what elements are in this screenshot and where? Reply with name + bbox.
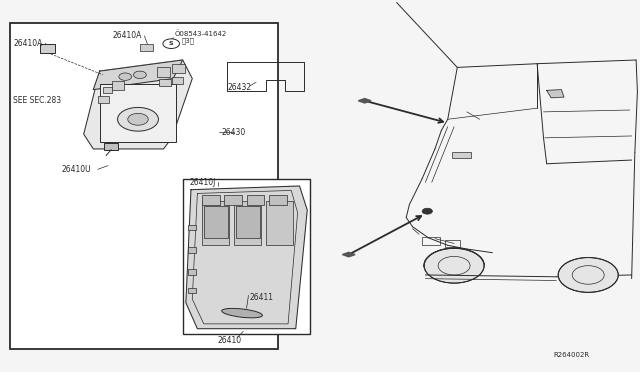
- Bar: [234, 201, 260, 245]
- Polygon shape: [358, 99, 371, 103]
- Polygon shape: [547, 90, 564, 98]
- Bar: [113, 81, 124, 90]
- Bar: [188, 247, 196, 253]
- Bar: [266, 201, 292, 245]
- Text: 26410U: 26410U: [61, 165, 91, 174]
- Circle shape: [422, 208, 433, 214]
- Ellipse shape: [221, 308, 262, 318]
- Text: 26410: 26410: [218, 336, 242, 345]
- Text: R264002R: R264002R: [553, 352, 589, 357]
- Bar: [182, 179, 310, 334]
- Bar: [103, 87, 112, 93]
- Bar: [452, 152, 470, 158]
- Bar: [140, 44, 153, 51]
- Bar: [202, 201, 228, 245]
- Bar: [104, 143, 118, 150]
- Bar: [40, 44, 55, 52]
- Bar: [422, 237, 440, 245]
- Text: 26410A: 26410A: [13, 39, 43, 48]
- Bar: [224, 195, 242, 205]
- Text: 26432: 26432: [227, 83, 252, 92]
- Bar: [159, 78, 171, 86]
- Bar: [100, 84, 176, 141]
- Text: Õ08543-41642: Õ08543-41642: [174, 30, 227, 37]
- Bar: [202, 195, 220, 205]
- Circle shape: [134, 71, 147, 78]
- Text: S: S: [169, 41, 173, 46]
- Bar: [188, 225, 196, 231]
- Circle shape: [424, 248, 484, 283]
- Circle shape: [163, 39, 179, 48]
- Bar: [99, 96, 109, 103]
- Text: 26410J: 26410J: [189, 178, 216, 187]
- Circle shape: [118, 108, 159, 131]
- Text: 〈3〉: 〈3〉: [181, 37, 195, 44]
- Bar: [188, 269, 196, 275]
- Bar: [269, 195, 287, 205]
- Polygon shape: [342, 252, 355, 257]
- Bar: [236, 206, 260, 238]
- Bar: [188, 288, 196, 294]
- Bar: [445, 240, 461, 247]
- Text: 26411: 26411: [250, 293, 274, 302]
- Circle shape: [119, 73, 132, 80]
- Text: SEE SEC.283: SEE SEC.283: [13, 96, 61, 105]
- Bar: [246, 195, 264, 205]
- Circle shape: [128, 113, 148, 125]
- Bar: [204, 206, 228, 238]
- Text: 26410A: 26410A: [113, 31, 142, 41]
- Circle shape: [558, 257, 618, 292]
- Polygon shape: [84, 60, 192, 149]
- Bar: [172, 64, 184, 73]
- Bar: [157, 67, 170, 77]
- Text: 26430: 26430: [221, 128, 245, 137]
- Bar: [10, 23, 278, 349]
- Bar: [172, 77, 183, 84]
- Polygon shape: [93, 60, 182, 90]
- Polygon shape: [186, 186, 307, 329]
